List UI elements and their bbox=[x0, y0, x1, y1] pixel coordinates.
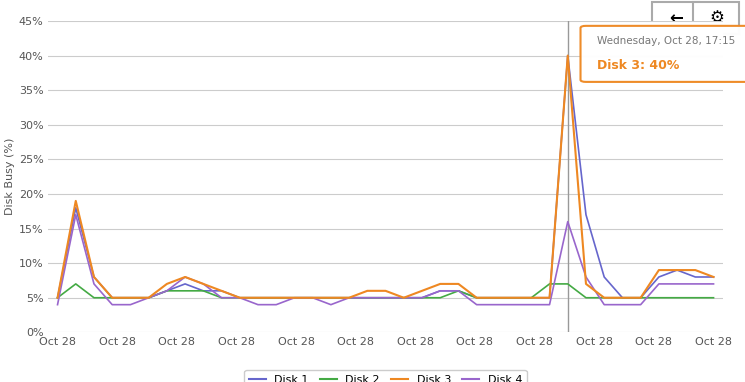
Legend: Disk 1, Disk 2, Disk 3, Disk 4: Disk 1, Disk 2, Disk 3, Disk 4 bbox=[244, 370, 527, 382]
Text: Disk 3: 40%: Disk 3: 40% bbox=[597, 59, 679, 72]
FancyBboxPatch shape bbox=[653, 2, 699, 34]
FancyBboxPatch shape bbox=[580, 26, 745, 82]
Text: ←: ← bbox=[670, 9, 684, 27]
Text: Disk Busy History for Wednesday, October 28, 2015 - ACADEMY on Wisdom: Disk Busy History for Wednesday, October… bbox=[7, 11, 628, 26]
Y-axis label: Disk Busy (%): Disk Busy (%) bbox=[4, 138, 15, 215]
Text: ⚙: ⚙ bbox=[709, 9, 724, 27]
FancyBboxPatch shape bbox=[693, 2, 739, 34]
Text: Wednesday, Oct 28, 17:15: Wednesday, Oct 28, 17:15 bbox=[597, 36, 735, 46]
